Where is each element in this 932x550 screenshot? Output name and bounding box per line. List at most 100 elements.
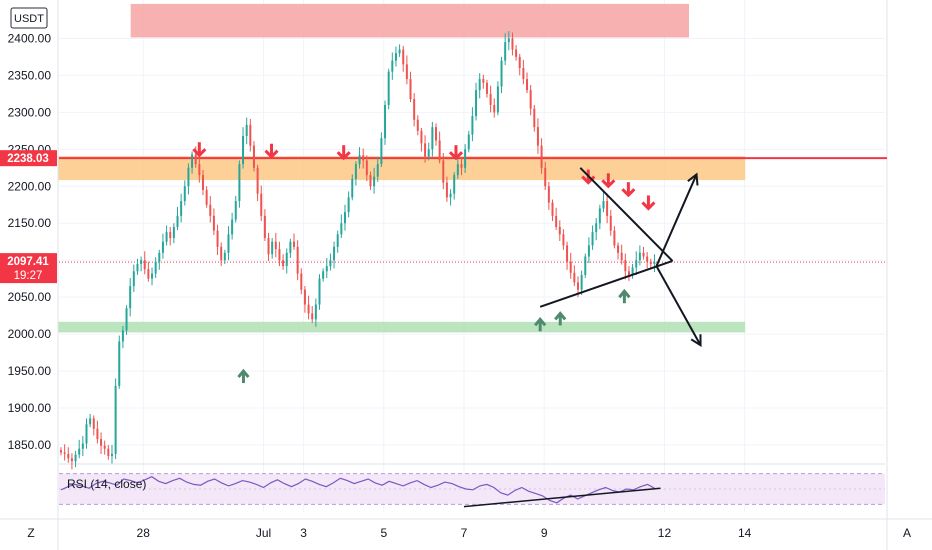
candle-body (555, 215, 558, 227)
z-button[interactable]: Z (27, 526, 34, 540)
price-axis[interactable]: 2400.002350.002300.002250.002200.002150.… (8, 31, 52, 452)
candle-body (205, 189, 208, 205)
candle (63, 444, 66, 461)
candle (416, 115, 419, 136)
candle-body (311, 313, 314, 320)
rsi-divergence-line (463, 487, 661, 508)
support-arrow (534, 316, 547, 332)
candle-body (587, 245, 590, 257)
candle (340, 214, 343, 239)
candle-body (314, 304, 317, 320)
candle-body (187, 167, 190, 187)
candle-body (584, 256, 587, 275)
candle (460, 157, 463, 176)
candle (584, 253, 587, 278)
candle-body (526, 79, 529, 91)
candle (591, 225, 594, 250)
a-button[interactable]: A (903, 526, 911, 540)
time-tick-label: 9 (541, 526, 548, 540)
candle-body (92, 418, 95, 429)
candle-body (369, 175, 372, 187)
candle (500, 56, 503, 94)
candle-body (551, 202, 554, 216)
zone-supply-top (130, 3, 690, 38)
candle-body (515, 49, 518, 57)
candle (358, 147, 361, 169)
candle (227, 226, 230, 261)
candle (256, 164, 259, 202)
candle (212, 208, 215, 236)
zone-support (58, 321, 746, 333)
candle-body (333, 246, 336, 261)
arrow-head (601, 179, 616, 189)
candle (336, 230, 339, 253)
candle (642, 246, 645, 260)
candle-body (529, 90, 532, 109)
time-axis[interactable]: 28 Jul 3 5 7 9 12 14 (137, 526, 752, 540)
candle-body (118, 341, 121, 386)
candle-body (154, 261, 157, 274)
candle (438, 131, 441, 164)
currency-badge[interactable]: USDT (10, 7, 48, 29)
candle (635, 251, 638, 275)
candle (434, 123, 437, 146)
candle (424, 135, 427, 163)
resistance-arrow (621, 182, 636, 198)
resistance-arrow (641, 195, 656, 211)
candle-body (445, 182, 448, 198)
candle (598, 204, 601, 230)
candle-body (507, 38, 510, 43)
arrow-head (621, 188, 636, 198)
candle-body (358, 155, 361, 165)
candle (602, 192, 605, 213)
candle (485, 79, 488, 98)
time-tick-label: 28 (137, 526, 151, 540)
candle-body (96, 428, 99, 440)
candle (125, 305, 128, 335)
candle (118, 335, 121, 389)
candle-body (373, 176, 376, 187)
support-arrow (237, 368, 250, 384)
candle (209, 195, 212, 223)
candle (595, 218, 598, 241)
candle-body (387, 71, 390, 105)
candle (540, 138, 543, 174)
candle-body (573, 272, 576, 283)
candle (169, 226, 172, 246)
projection-line (655, 265, 702, 346)
candle-body (63, 452, 66, 454)
candle (147, 261, 150, 282)
candle-body (569, 261, 572, 273)
candle (354, 161, 357, 186)
candle-body (161, 241, 164, 253)
candle-body (376, 164, 379, 177)
candle-body (522, 68, 525, 80)
candle (278, 241, 281, 267)
candle-body (143, 260, 146, 270)
candle (522, 59, 525, 85)
candle (427, 142, 430, 161)
current-price-badge: 2097.41 19:27 (0, 253, 57, 284)
candle (289, 238, 292, 258)
candle (158, 249, 161, 270)
candle (365, 155, 368, 182)
price-tick-label: 2350.00 (8, 68, 52, 82)
candle (558, 220, 561, 241)
rsi-label: RSI (14, close) (67, 477, 146, 491)
candle (187, 163, 190, 195)
candle (252, 141, 255, 172)
resistance-arrow (264, 143, 279, 159)
candle-body (252, 145, 255, 168)
candle (245, 117, 248, 145)
candle (409, 71, 412, 103)
candle (653, 254, 656, 273)
candle-body (609, 215, 612, 231)
candle (507, 31, 510, 51)
rsi-band (59, 473, 885, 505)
candle (398, 44, 401, 57)
candle-body (183, 186, 186, 202)
candle (293, 233, 296, 250)
triangle-upper-line (579, 167, 674, 262)
candle-body (413, 99, 416, 120)
